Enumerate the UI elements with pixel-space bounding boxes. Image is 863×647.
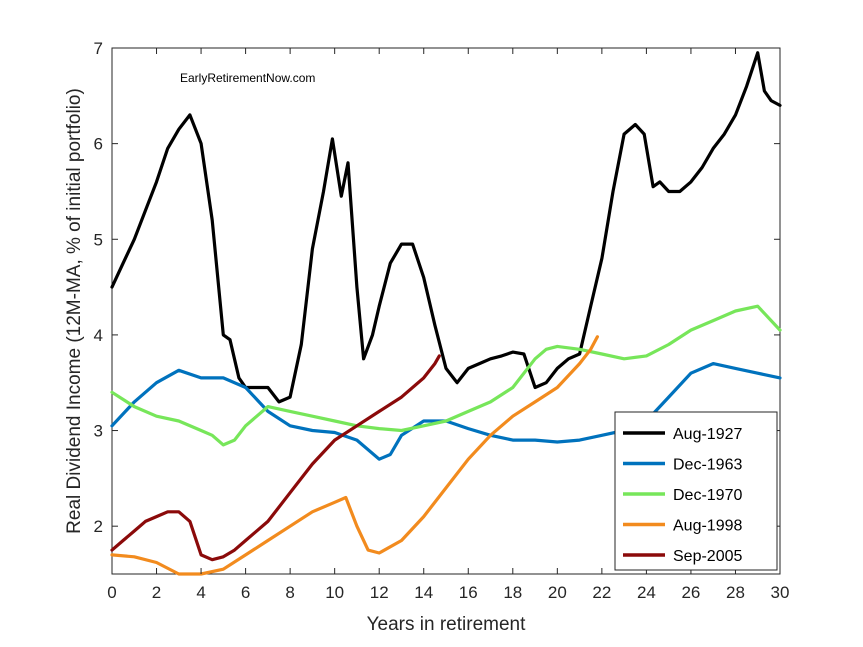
x-tick-label: 18 [503, 583, 522, 602]
y-axis-ticks: 2 3 4 5 6 7 [94, 39, 780, 536]
series-line-aug-1998 [110, 335, 599, 576]
series-line-sep-2005 [110, 354, 441, 562]
x-tick-label: 30 [771, 583, 790, 602]
x-tick-label: 8 [285, 583, 294, 602]
x-tick-label: 28 [726, 583, 745, 602]
y-axis-label: Real Dividend Income (12M-MA, % of initi… [64, 88, 85, 534]
y-tick-label: 6 [94, 135, 103, 154]
legend-label-aug-1998: Aug-1998 [673, 518, 742, 535]
x-tick-label: 26 [681, 583, 700, 602]
y-tick-label: 3 [94, 422, 103, 441]
y-tick-label: 5 [94, 230, 103, 249]
x-tick-label: 10 [325, 583, 344, 602]
annotation-text: EarlyRetirementNow.com [180, 71, 315, 85]
y-tick-label: 4 [94, 326, 103, 345]
x-tick-label: 4 [196, 583, 205, 602]
legend-label-dec-1970: Dec-1970 [673, 487, 742, 504]
x-axis-ticks: 0 2 4 6 8 10 12 14 16 18 20 22 24 26 28 30 [107, 48, 789, 602]
series-line-aug-1927 [110, 51, 782, 404]
y-tick-label: 2 [94, 517, 103, 536]
x-tick-label: 20 [548, 583, 567, 602]
x-tick-label: 2 [152, 583, 161, 602]
series-line-dec-1970 [110, 304, 782, 447]
series-layer [110, 51, 782, 576]
legend-label-aug-1927: Aug-1927 [673, 426, 742, 443]
x-tick-label: 14 [414, 583, 433, 602]
x-tick-label: 16 [459, 583, 478, 602]
x-tick-label: 22 [592, 583, 611, 602]
x-tick-label: 24 [637, 583, 656, 602]
legend-label-dec-1963: Dec-1963 [673, 457, 742, 474]
legend-box [614, 411, 778, 571]
x-axis-label: Years in retirement [367, 614, 526, 635]
x-tick-label: 6 [241, 583, 250, 602]
x-tick-label: 12 [370, 583, 389, 602]
legend-label-sep-2005: Sep-2005 [673, 548, 742, 565]
series-line-dec-1963 [110, 362, 782, 461]
x-tick-label: 0 [107, 583, 116, 602]
legend: Aug-1927 Dec-1963 Dec-1970 Aug-1998 Sep-2005 [614, 411, 778, 571]
y-tick-label: 7 [94, 39, 103, 58]
